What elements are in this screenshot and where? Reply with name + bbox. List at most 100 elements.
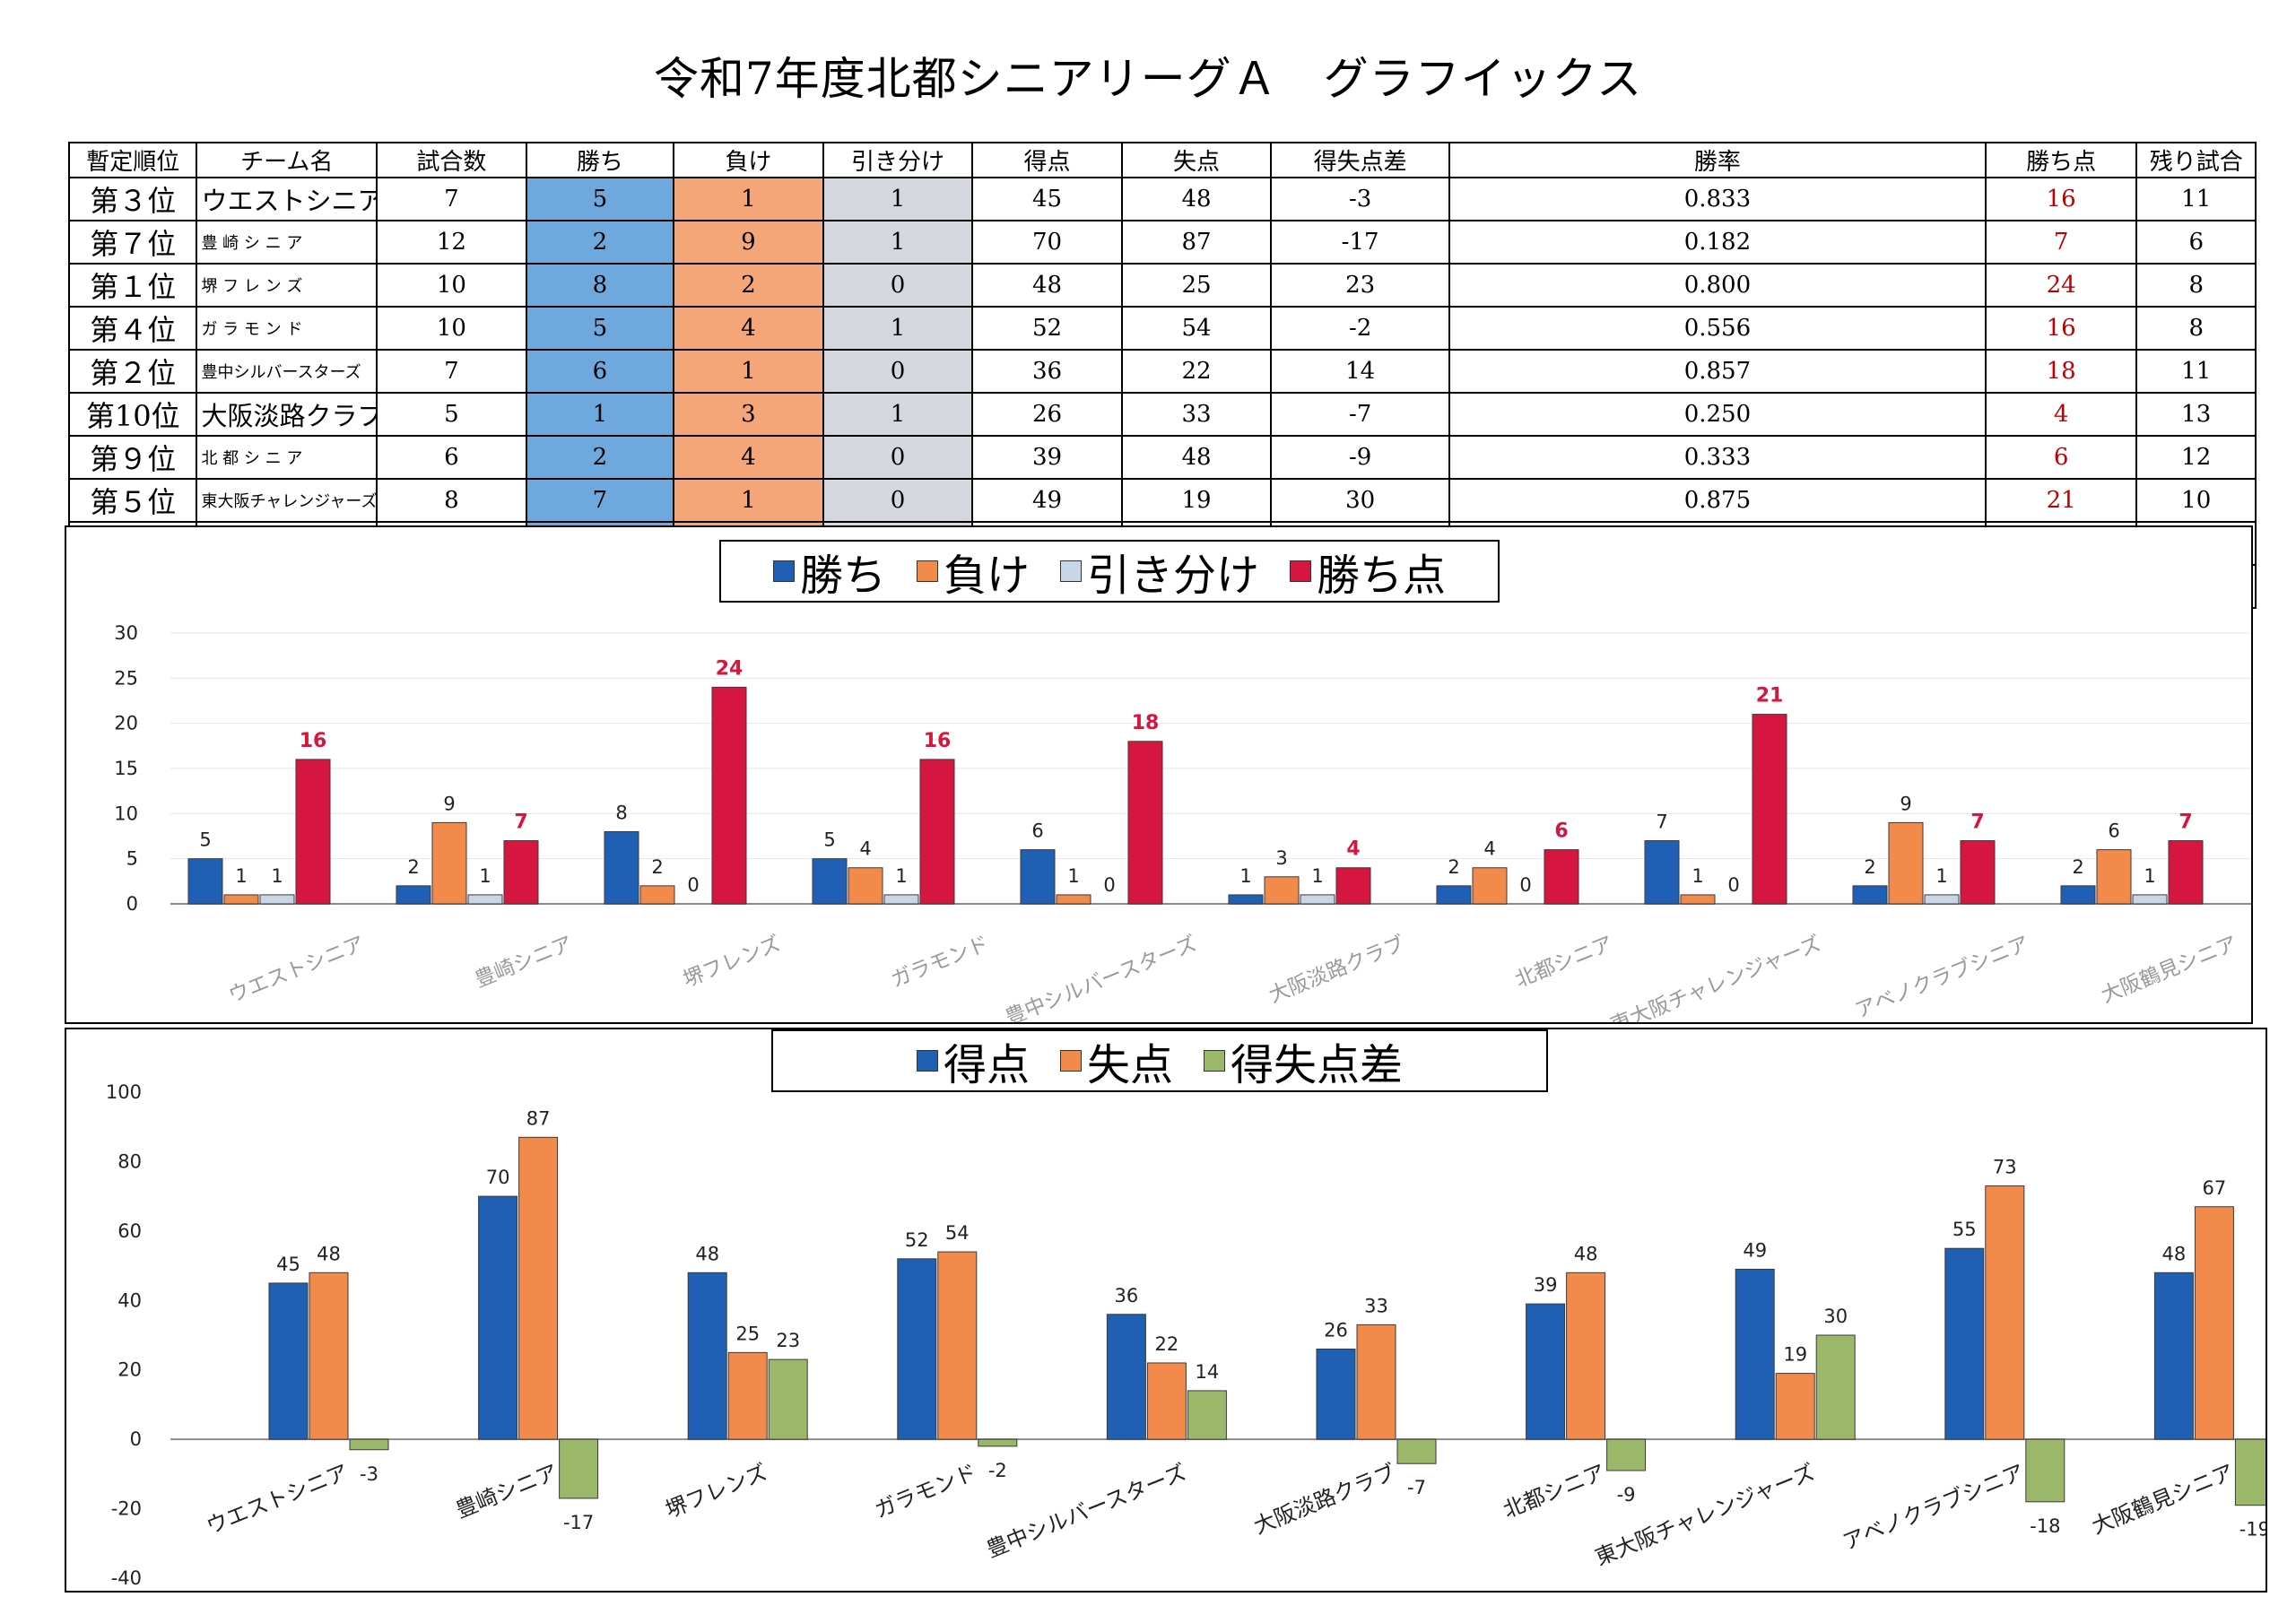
cell-win-rate: 0.800 [1448, 263, 1987, 308]
cell-points: 6 [1984, 435, 2138, 480]
bar-points [1335, 867, 1371, 905]
header-conceded: 失点 [1120, 142, 1273, 178]
bar-points [1544, 849, 1579, 905]
data-label: 48 [695, 1243, 719, 1264]
bar-diff [559, 1438, 599, 1499]
bar-conceded [2194, 1206, 2234, 1440]
cell-points: 24 [1984, 263, 2138, 308]
legend-label: 失点 [1086, 1040, 1173, 1090]
cell-diff: -2 [1270, 306, 1450, 351]
cell-win-rate: 0.556 [1448, 306, 1987, 351]
cell-scored: 36 [971, 349, 1123, 394]
x-tick-label: 大阪淡路クラブ [1250, 1460, 1399, 1540]
cell-draws: 1 [822, 392, 974, 437]
data-label: 7 [514, 812, 527, 834]
legend-label: 得点 [943, 1040, 1030, 1090]
cell-games: 6 [376, 435, 527, 480]
bar-losses [1888, 821, 1924, 905]
cell-win-rate: 0.250 [1448, 392, 1987, 437]
bar-conceded [1775, 1373, 1815, 1440]
data-label: 18 [1132, 712, 1160, 734]
cell-diff: 23 [1270, 263, 1450, 308]
data-label: 9 [443, 793, 455, 814]
cell-wins: 8 [525, 263, 675, 308]
y-tick-label: 10 [114, 803, 138, 824]
header-points: 勝ち点 [1984, 142, 2138, 178]
cell-games: 5 [376, 392, 527, 437]
bar-draws [1300, 894, 1335, 905]
cell-scored: 49 [971, 478, 1123, 523]
data-label: 8 [615, 802, 627, 823]
data-label: -3 [360, 1463, 378, 1485]
cell-win-rate: 0.182 [1448, 220, 1987, 265]
data-label: 4 [1346, 838, 1360, 861]
bar-scored [687, 1271, 727, 1440]
cell-points: 7 [1984, 220, 2138, 265]
data-label: 1 [1692, 865, 1703, 887]
cell-conceded: 48 [1120, 177, 1273, 221]
data-label: 48 [1574, 1243, 1598, 1264]
legend-label: 勝ち [799, 551, 886, 601]
bar-losses [2096, 849, 2132, 905]
cell-points: 18 [1984, 349, 2138, 394]
legend-item-diff: 得失点差 [1204, 1029, 1403, 1092]
data-label: 24 [716, 657, 744, 680]
bar-draws [259, 894, 295, 905]
header-remaining: 残り試合 [2135, 142, 2257, 178]
table-row: 第２位 豊中シルバースターズ 7 6 1 0 36 22 14 0.857 18 11 [67, 349, 2257, 394]
bar-losses [431, 821, 467, 905]
cell-wins: 5 [525, 177, 675, 221]
cell-rank: 第９位 [67, 435, 198, 480]
cell-games: 10 [376, 263, 527, 308]
data-label: 26 [1324, 1319, 1348, 1341]
cell-wins: 6 [525, 349, 675, 394]
cell-wins: 2 [525, 435, 675, 480]
cell-diff: 30 [1270, 478, 1450, 523]
cell-losses: 3 [673, 392, 824, 437]
bar-points [1127, 741, 1163, 905]
y-tick-label: -20 [111, 1498, 142, 1520]
bar-diff [1396, 1438, 1437, 1464]
data-label: 1 [895, 865, 907, 887]
cell-conceded: 33 [1120, 392, 1273, 437]
bar-losses [639, 885, 675, 905]
data-label: 1 [2144, 865, 2155, 887]
data-label: 54 [945, 1222, 970, 1244]
data-label: 2 [651, 856, 663, 878]
bar-scored [1106, 1314, 1146, 1440]
table-row: 第５位 東大阪チャレンジャーズ 8 7 1 0 49 19 30 0.875 21 10 [67, 478, 2257, 523]
data-label: 55 [1952, 1219, 1977, 1240]
data-label: -9 [1617, 1484, 1636, 1506]
data-label: 19 [1783, 1344, 1807, 1366]
cell-draws: 0 [822, 263, 974, 308]
cell-conceded: 25 [1120, 263, 1273, 308]
cell-remaining: 13 [2135, 392, 2257, 437]
x-tick-label: 北都シニア [1500, 1460, 1609, 1523]
header-rank: 暫定順位 [67, 142, 198, 178]
cell-remaining: 12 [2135, 435, 2257, 480]
cell-rank: 第３位 [67, 177, 198, 221]
cell-losses: 2 [673, 263, 824, 308]
cell-team: ウエストシニア [196, 177, 378, 221]
data-label: 6 [1554, 820, 1568, 843]
x-tick-label: 大阪鶴見シニア [2088, 1460, 2237, 1540]
data-label: 7 [2179, 812, 2192, 834]
data-label: 7 [1970, 812, 1984, 834]
bar-wins [1228, 894, 1264, 905]
cell-diff: -3 [1270, 177, 1450, 221]
cell-remaining: 10 [2135, 478, 2257, 523]
bar-points [2168, 840, 2204, 905]
bar-wins [812, 858, 848, 905]
data-label: 48 [317, 1243, 341, 1264]
cell-win-rate: 0.857 [1448, 349, 1987, 394]
x-tick-label: 豊崎シニア [472, 932, 576, 992]
cell-games: 12 [376, 220, 527, 265]
bar-wins [187, 858, 223, 905]
data-label: 9 [1900, 793, 1911, 814]
cell-draws: 1 [822, 306, 974, 351]
cell-points: 16 [1984, 306, 2138, 351]
bar-draws [883, 894, 919, 905]
bar-conceded [309, 1271, 349, 1440]
data-label: 3 [1275, 847, 1287, 869]
x-tick-label: ガラモンド [888, 932, 992, 992]
